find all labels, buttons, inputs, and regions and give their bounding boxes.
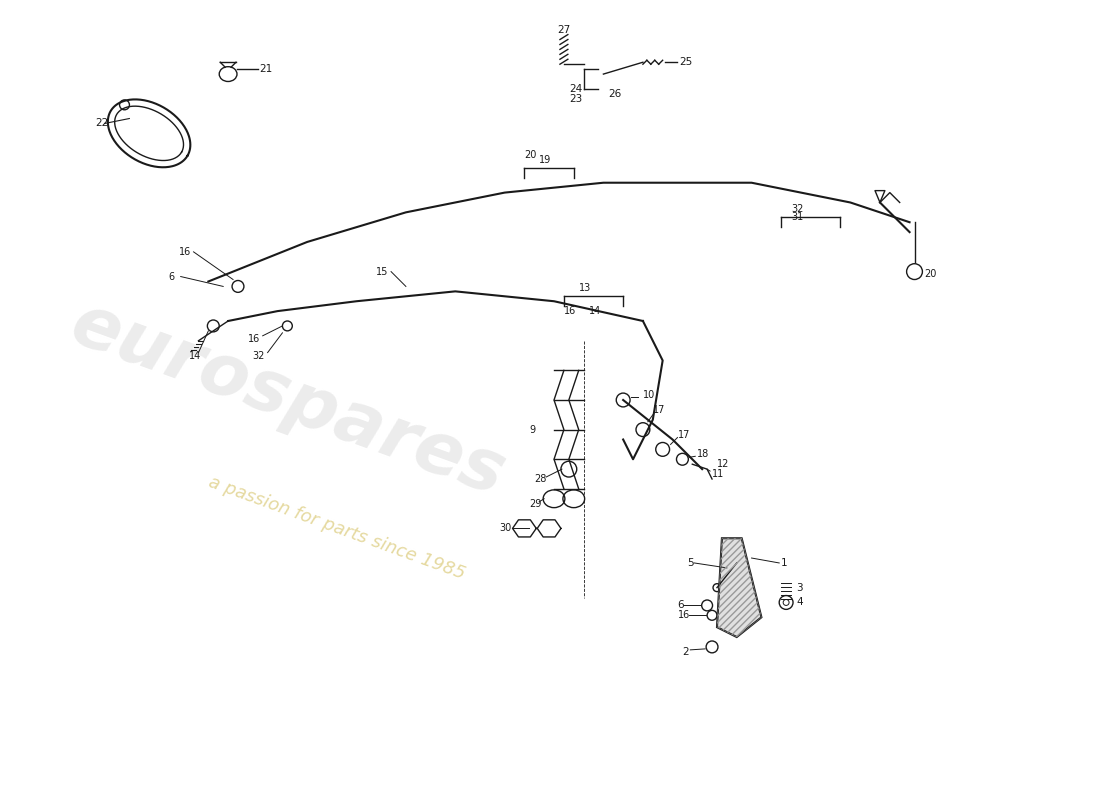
- Text: 15: 15: [376, 266, 388, 277]
- Text: 32: 32: [791, 204, 803, 214]
- Text: 30: 30: [499, 523, 512, 534]
- Text: 12: 12: [717, 459, 729, 469]
- Text: 10: 10: [642, 390, 656, 400]
- Text: 24: 24: [569, 84, 582, 94]
- Text: 20: 20: [525, 150, 537, 160]
- Text: 9: 9: [529, 425, 536, 434]
- Text: 31: 31: [791, 212, 803, 222]
- Text: 17: 17: [678, 430, 690, 439]
- Text: eurospares: eurospares: [60, 290, 514, 510]
- Text: 11: 11: [712, 469, 724, 479]
- Text: 23: 23: [569, 94, 582, 104]
- Text: 5: 5: [688, 558, 694, 568]
- Text: 6: 6: [169, 271, 175, 282]
- Text: 16: 16: [678, 610, 690, 620]
- Text: 6: 6: [678, 601, 684, 610]
- Text: 16: 16: [248, 334, 260, 344]
- Text: 16: 16: [178, 247, 191, 257]
- Text: 26: 26: [608, 89, 622, 99]
- Text: a passion for parts since 1985: a passion for parts since 1985: [206, 474, 468, 583]
- Text: 22: 22: [95, 118, 108, 129]
- Text: 13: 13: [579, 283, 591, 294]
- Text: 28: 28: [535, 474, 547, 484]
- Polygon shape: [717, 538, 761, 637]
- Text: 14: 14: [188, 350, 201, 361]
- Text: 18: 18: [697, 450, 710, 459]
- Text: 2: 2: [682, 647, 689, 657]
- Text: 1: 1: [781, 558, 788, 568]
- Text: 4: 4: [796, 598, 803, 607]
- Text: 32: 32: [253, 350, 265, 361]
- Text: 21: 21: [260, 64, 273, 74]
- Text: 16: 16: [564, 306, 576, 316]
- Text: 17: 17: [652, 405, 666, 415]
- Text: 25: 25: [680, 58, 693, 67]
- Text: 20: 20: [924, 269, 937, 278]
- Text: 29: 29: [529, 498, 541, 509]
- Text: 27: 27: [558, 25, 571, 34]
- Text: 19: 19: [539, 155, 551, 165]
- Text: 14: 14: [588, 306, 601, 316]
- Text: 3: 3: [796, 582, 803, 593]
